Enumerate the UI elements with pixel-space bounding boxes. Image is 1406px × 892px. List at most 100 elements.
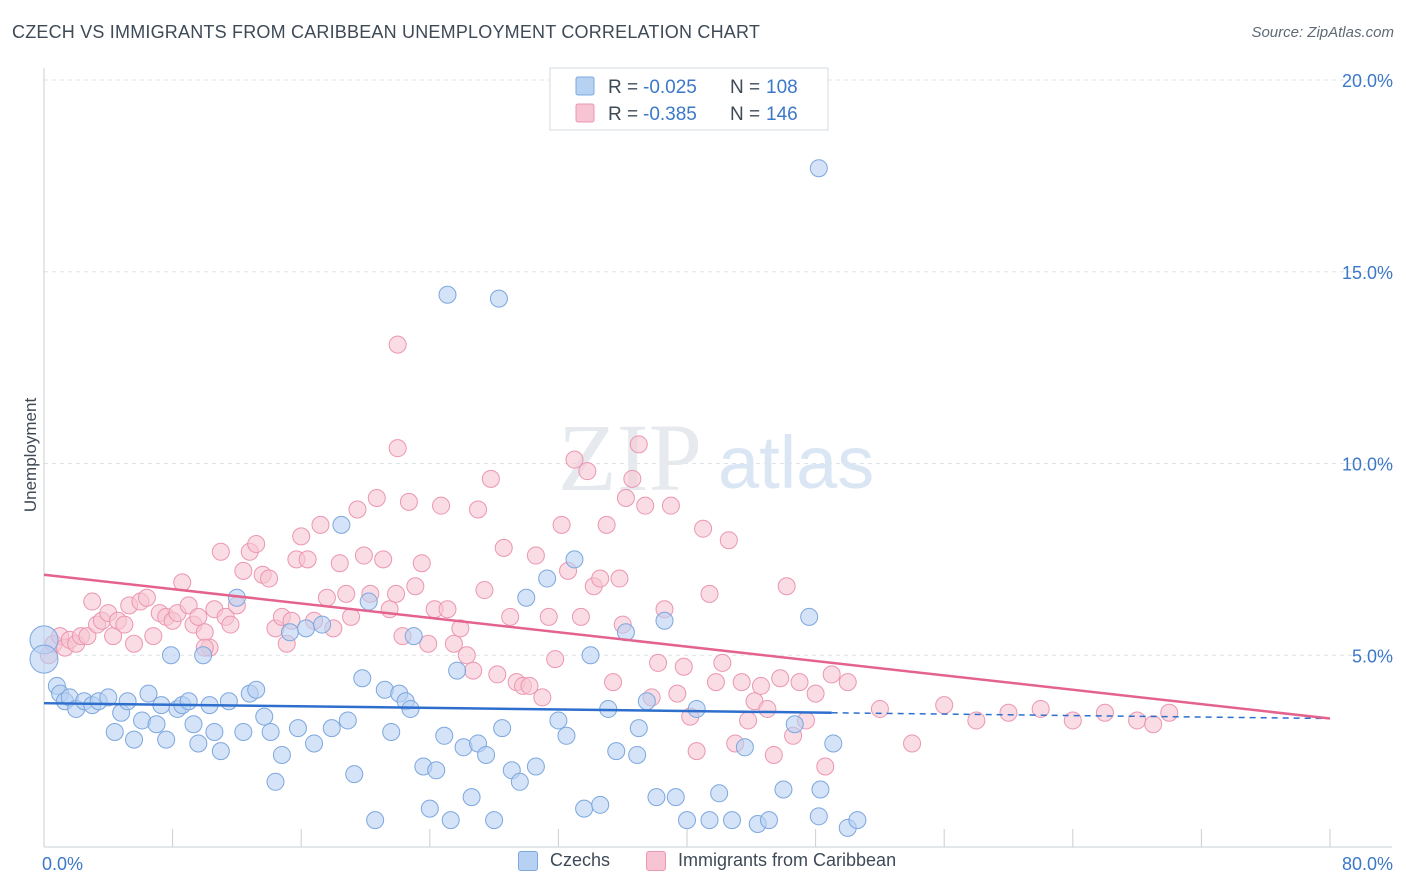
caribbean-point — [629, 435, 648, 454]
caribbean-point — [374, 550, 393, 569]
caribbean-point — [451, 619, 470, 638]
caribbean-point — [189, 607, 208, 626]
caribbean-point — [616, 489, 635, 508]
czechs-point — [809, 807, 828, 826]
caribbean-point — [1063, 711, 1082, 730]
caribbean-point — [604, 673, 623, 692]
caribbean-point — [935, 696, 954, 715]
caribbean-point — [764, 745, 783, 764]
legend-swatch-czechs — [518, 850, 538, 871]
caribbean-point — [317, 588, 336, 607]
czechs-point — [710, 784, 729, 803]
caribbean-point — [432, 496, 451, 515]
caribbean-point — [501, 607, 520, 626]
legend-item-czechs[interactable]: Czechs — [518, 850, 610, 871]
caribbean-point — [298, 550, 317, 569]
czechs-point — [219, 692, 238, 711]
czechs-point — [438, 285, 457, 304]
czechs-point — [678, 811, 696, 830]
chart-title: CZECH VS IMMIGRANTS FROM CARIBBEAN UNEMP… — [12, 22, 761, 42]
czechs-point — [161, 646, 180, 665]
czechs-point — [735, 738, 754, 757]
caribbean-point — [260, 569, 279, 588]
czechs-point — [353, 669, 372, 688]
czechs-point — [549, 711, 568, 730]
czechs-point — [305, 734, 324, 753]
caribbean-point — [610, 569, 629, 588]
czechs-point — [811, 780, 830, 799]
czechs-point — [448, 661, 467, 680]
czechs-point — [489, 289, 508, 308]
stats-r-label-caribbean: R = — [608, 104, 638, 125]
caribbean-point — [481, 469, 500, 488]
czechs-point — [647, 788, 666, 807]
czechs-point — [345, 765, 364, 784]
caribbean-point — [494, 538, 513, 557]
caribbean-point — [520, 676, 539, 695]
caribbean-point — [399, 492, 418, 511]
caribbean-point — [636, 496, 655, 515]
stats-n-label-czechs: N = — [730, 77, 760, 98]
caribbean-point — [661, 496, 680, 515]
czechs-point — [785, 715, 804, 734]
caribbean-point — [1144, 715, 1163, 734]
czechs-point — [427, 761, 446, 780]
czechs-point — [366, 811, 385, 830]
czechs-point — [485, 811, 504, 830]
caribbean-point — [83, 592, 102, 611]
caribbean-point — [565, 450, 584, 469]
czechs-point — [666, 788, 685, 807]
caribbean-point — [546, 650, 565, 669]
caribbean-point — [444, 634, 463, 653]
czechs-point — [313, 615, 332, 634]
caribbean-point — [739, 711, 758, 730]
caribbean-point — [1031, 699, 1050, 718]
y-tick-label: 10.0% — [1342, 455, 1393, 475]
caribbean-point — [870, 699, 889, 718]
caribbean-point — [539, 607, 558, 626]
caribbean-point — [292, 527, 311, 546]
czechs-point — [147, 715, 166, 734]
czechs-point — [538, 569, 557, 588]
czechs-point — [322, 719, 341, 738]
czechs-point — [332, 515, 351, 534]
czechs-point — [280, 623, 299, 642]
caribbean-point — [469, 500, 488, 519]
czechs-point — [189, 734, 208, 753]
stats-swatch-caribbean — [575, 103, 595, 123]
caribbean-point — [211, 542, 230, 561]
czechs-point — [629, 719, 648, 738]
stats-n-label-caribbean: N = — [730, 104, 760, 125]
caribbean-point — [144, 627, 163, 646]
caribbean-point — [354, 546, 373, 565]
czechs-point — [607, 742, 626, 761]
caribbean-point — [419, 634, 438, 653]
legend-item-caribbean[interactable]: Immigrants from Caribbean — [646, 850, 896, 871]
czechs-point — [29, 644, 59, 674]
stats-r-label-czechs: R = — [608, 77, 638, 98]
source-label: Source: ZipAtlas.com — [1251, 24, 1394, 41]
caribbean-point — [457, 646, 476, 665]
czechs-point — [441, 811, 460, 830]
legend-swatch-caribbean — [646, 850, 666, 871]
czechs-point — [655, 611, 674, 630]
caribbean-point — [674, 657, 693, 676]
czechs-point — [517, 588, 536, 607]
caribbean-point — [706, 673, 725, 692]
caribbean-point — [806, 684, 825, 703]
czechs-point — [493, 719, 512, 738]
czechs-point — [184, 715, 203, 734]
caribbean-point — [713, 653, 732, 672]
caribbean-point — [348, 500, 367, 519]
stats-n-value-caribbean: 146 — [766, 104, 798, 125]
czechs-point — [759, 811, 778, 830]
czechs-point — [526, 757, 545, 776]
caribbean-point — [388, 439, 407, 458]
czechs-point — [510, 772, 529, 791]
y-axis-label: Unemployment — [21, 398, 40, 513]
czechs-point — [824, 734, 843, 753]
czechs-point — [700, 811, 719, 830]
caribbean-point — [649, 653, 668, 672]
caribbean-point — [438, 600, 457, 619]
caribbean-point — [311, 515, 330, 534]
